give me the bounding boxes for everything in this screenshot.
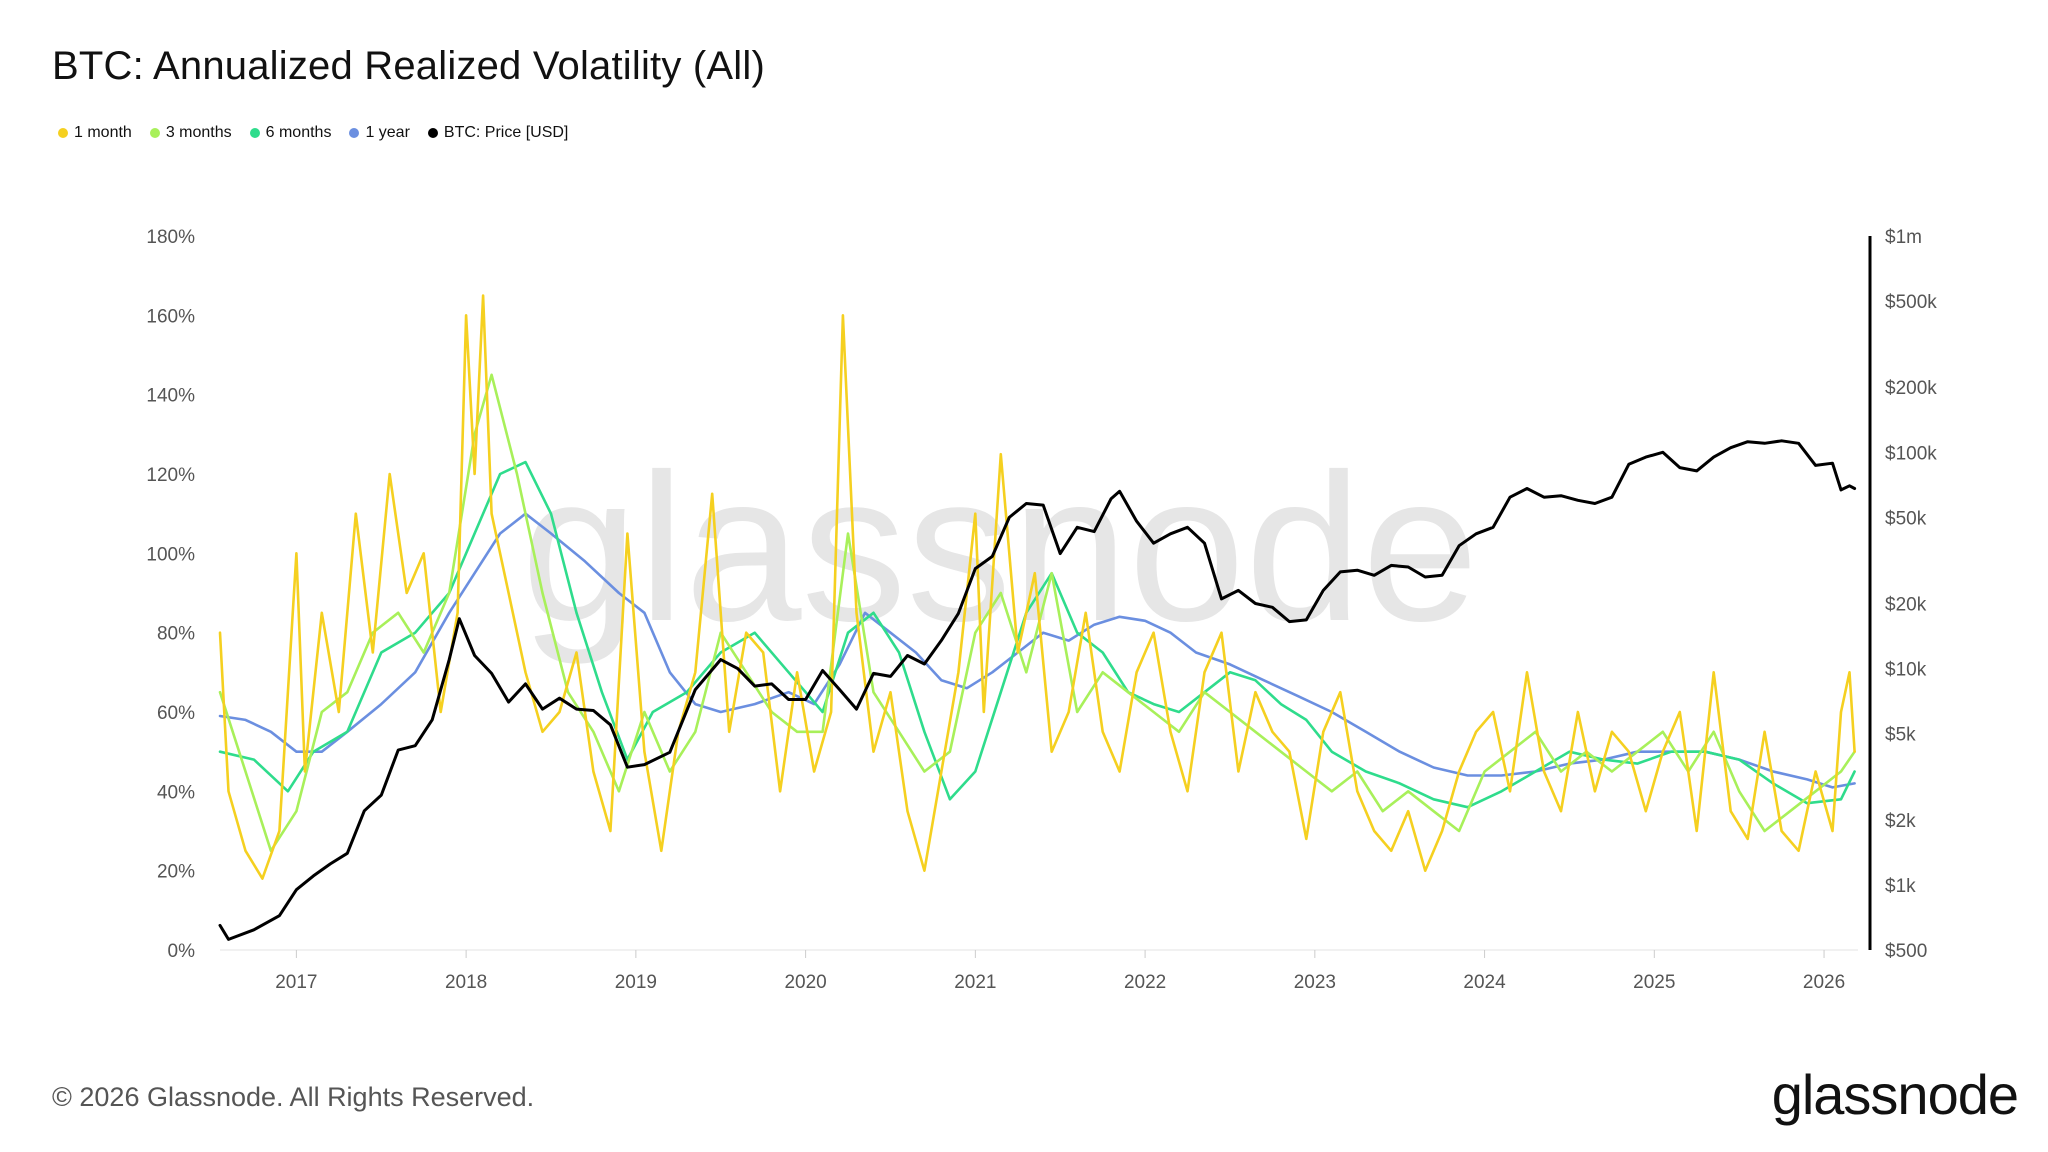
y-right-tick-label: $50k (1885, 508, 1927, 529)
x-tick-label: 2023 (1294, 972, 1336, 993)
legend-item[interactable]: 3 months (149, 124, 232, 142)
series-line-1-month (218, 294, 1856, 880)
y-right-tick-label: $500 (1885, 941, 1927, 962)
legend-label: 6 months (265, 124, 332, 141)
legend-label: 3 months (165, 124, 232, 141)
x-tick-label: 2021 (954, 972, 996, 993)
series-line-btc-price-usd (218, 439, 1857, 941)
y-right-tick-label: $1m (1885, 227, 1922, 248)
x-tick-label: 2024 (1463, 972, 1506, 993)
legend-item[interactable]: 1 year (349, 124, 410, 142)
y-left-tick-label: 140% (146, 386, 195, 407)
legend-item[interactable]: BTC: Price [USD] (427, 124, 569, 142)
y-right-tick-label: $1k (1885, 876, 1916, 897)
y-left-tick-label: 40% (157, 782, 195, 803)
brand-logo[interactable]: glassnode (1771, 1063, 2019, 1126)
legend-label: 1 month (74, 124, 132, 141)
legend-dot-icon (249, 128, 260, 138)
y-left-tick-label: 0% (168, 941, 196, 962)
legend-dot-icon (427, 128, 438, 138)
y-left-tick-label: 80% (157, 624, 195, 645)
y-left-tick-label: 180% (146, 227, 195, 248)
x-tick-label: 2025 (1633, 972, 1675, 993)
legend-label: BTC: Price [USD] (443, 124, 569, 141)
legend-item[interactable]: 1 month (58, 124, 132, 142)
y-left-tick-label: 100% (146, 544, 195, 565)
y-right-tick-label: $200k (1885, 378, 1937, 399)
y-left-tick-label: 60% (157, 703, 195, 724)
chart-title: BTC: Annualized Realized Volatility (All… (52, 44, 765, 88)
chart-legend: 1 month 3 months 6 months 1 year BTC: Price … (58, 124, 568, 142)
x-tick-label: 2022 (1124, 972, 1166, 993)
y-left-tick-label: 160% (146, 306, 195, 327)
y-right-tick-label: $10k (1885, 660, 1927, 681)
y-left-tick-label: 20% (157, 862, 195, 883)
y-right-tick-label: $100k (1885, 443, 1937, 464)
y-right-tick-label: $5k (1885, 725, 1916, 746)
y-left-tick-label: 120% (146, 465, 195, 486)
x-tick-label: 2026 (1803, 972, 1845, 993)
copyright-text: © 2026 Glassnode. All Rights Reserved. (52, 1082, 535, 1112)
x-tick-label: 2018 (445, 972, 487, 993)
x-tick-label: 2019 (615, 972, 657, 993)
y-right-tick-label: $500k (1885, 292, 1937, 313)
x-tick-label: 2017 (275, 972, 317, 993)
legend-dot-icon (349, 128, 360, 138)
x-tick-label: 2020 (784, 972, 826, 993)
legend-label: 1 year (365, 124, 410, 141)
legend-dot-icon (58, 128, 68, 138)
y-right-tick-label: $20k (1885, 594, 1927, 615)
legend-item[interactable]: 6 months (249, 124, 332, 142)
legend-dot-icon (149, 128, 160, 138)
y-right-tick-label: $2k (1885, 811, 1916, 832)
